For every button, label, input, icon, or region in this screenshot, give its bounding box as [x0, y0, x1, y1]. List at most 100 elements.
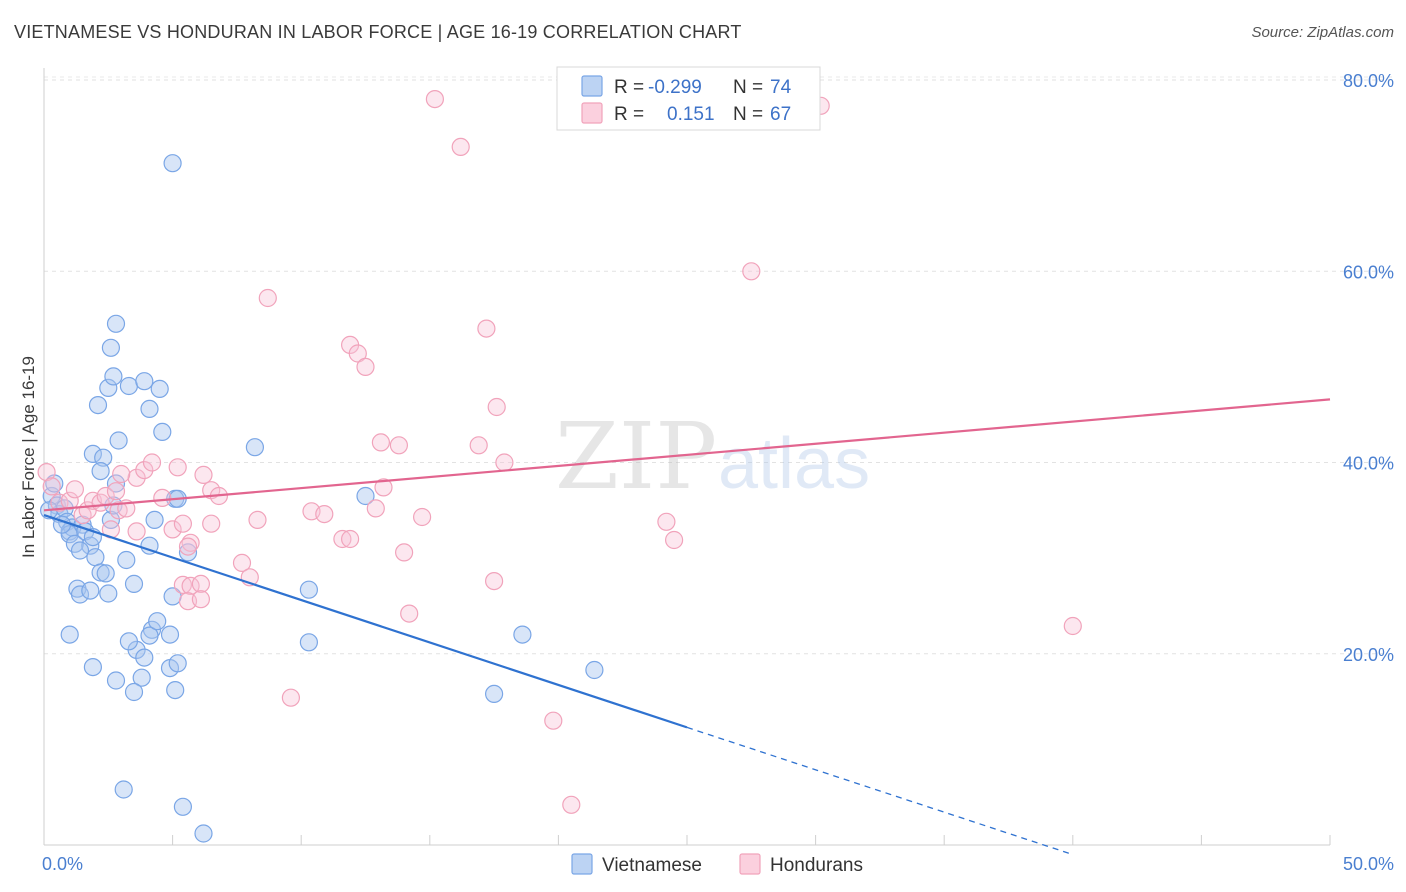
point-hondurans-21: [173, 514, 192, 533]
point-vietnamese-22: [70, 585, 90, 604]
point-vietnamese-63: [83, 444, 103, 463]
point-vietnamese-72: [485, 684, 504, 704]
point-hondurans-40: [333, 529, 352, 549]
point-hondurans-41: [341, 529, 360, 549]
point-hondurans-23: [178, 537, 198, 556]
point-vietnamese-25: [83, 657, 103, 677]
point-vietnamese-29: [117, 550, 136, 570]
point-hondurans-52: [425, 89, 444, 109]
legend-r-label-1: R =: [614, 77, 644, 98]
point-vietnamese-70: [299, 580, 318, 599]
trend-lines: [43, 398, 1331, 856]
point-vietnamese-37: [140, 626, 159, 645]
point-vietnamese-32: [132, 668, 151, 687]
legend-n-label-2: N =: [733, 104, 763, 125]
point-hondurans-39: [315, 504, 334, 524]
point-vietnamese-18: [91, 563, 110, 582]
bottom-legend-swatch-vietnamese: [571, 853, 593, 875]
point-hondurans-43: [348, 344, 367, 363]
point-hondurans-17: [112, 464, 131, 484]
point-hondurans-65: [1063, 616, 1082, 636]
point-hondurans-10: [106, 482, 126, 501]
point-hondurans-54: [469, 436, 488, 455]
point-vietnamese-58: [150, 379, 169, 398]
point-hondurans-26: [191, 574, 210, 594]
point-hondurans-36: [258, 288, 277, 308]
point-vietnamese-16: [86, 548, 105, 567]
point-hondurans-35: [248, 510, 267, 530]
point-hondurans-47: [374, 478, 393, 497]
point-hondurans-59: [544, 711, 563, 730]
point-hondurans-33: [232, 553, 252, 573]
point-hondurans-50: [400, 604, 419, 623]
point-hondurans-51: [413, 507, 432, 527]
point-hondurans-44: [356, 357, 375, 376]
point-vietnamese-65: [91, 462, 110, 481]
point-vietnamese-38: [148, 612, 167, 631]
point-vietnamese-62: [88, 396, 108, 415]
point-vietnamese-66: [109, 431, 128, 450]
source-label: Source: ZipAtlas.com: [1251, 24, 1394, 41]
point-hondurans-4: [65, 480, 85, 499]
point-hondurans-24: [173, 575, 192, 595]
legend-series: Vietnamese Hondurans: [571, 853, 863, 876]
point-hondurans-46: [371, 433, 390, 452]
point-vietnamese-69: [356, 486, 375, 506]
y-tick-label-80: 80.0%: [1343, 71, 1394, 91]
point-vietnamese-57: [135, 372, 154, 391]
point-vietnamese-67: [245, 438, 264, 457]
point-hondurans-15: [142, 453, 162, 472]
point-vietnamese-60: [101, 338, 121, 357]
legend-swatch-hondurans: [581, 102, 603, 124]
trend-line-vietnamese: [43, 514, 688, 729]
point-hondurans-0: [37, 463, 56, 482]
point-hondurans-20: [163, 520, 182, 539]
point-vietnamese-23: [81, 581, 100, 600]
point-hondurans-63: [742, 262, 761, 281]
point-vietnamese-30: [124, 574, 144, 594]
point-vietnamese-28: [106, 474, 126, 493]
series-vietnamese-points: [39, 154, 604, 843]
legend-r-value-1: -0.299: [648, 77, 702, 98]
point-hondurans-45: [366, 499, 385, 518]
series-hondurans-points: [37, 89, 1082, 814]
point-vietnamese-53: [140, 399, 159, 418]
legend-r-label-2: R =: [614, 104, 644, 125]
point-hondurans-37: [281, 688, 300, 707]
point-vietnamese-68: [163, 154, 182, 173]
point-vietnamese-20: [99, 584, 118, 603]
point-vietnamese-43: [106, 671, 126, 690]
point-vietnamese-45: [173, 797, 192, 816]
point-hondurans-49: [395, 543, 414, 562]
legend-n-value-1: 74: [770, 77, 792, 98]
x-axis-ticks: [43, 835, 1331, 845]
point-hondurans-32: [194, 465, 213, 484]
point-hondurans-61: [657, 512, 676, 531]
chart-title: VIETNAMESE VS HONDURAN IN LABOR FORCE | …: [14, 22, 742, 42]
point-hondurans-19: [127, 522, 146, 541]
bottom-legend-vietnamese: Vietnamese: [602, 855, 702, 876]
point-vietnamese-15: [70, 541, 90, 560]
point-hondurans-29: [202, 514, 221, 533]
y-tick-label-40: 40.0%: [1343, 454, 1394, 474]
trend-line-hondurans: [43, 398, 1331, 512]
point-hondurans-1: [42, 477, 61, 496]
point-vietnamese-61: [106, 314, 126, 333]
point-vietnamese-39: [160, 625, 180, 644]
watermark-zip: ZIP: [555, 403, 717, 510]
point-vietnamese-71: [299, 633, 318, 652]
point-vietnamese-26: [101, 510, 121, 530]
legend-n-label-1: N =: [733, 77, 763, 98]
y-tick-label-60: 60.0%: [1343, 262, 1394, 282]
point-vietnamese-19: [96, 564, 115, 583]
legend-stats: R = -0.299 N = 74 R = 0.151 N = 67: [556, 66, 821, 131]
point-hondurans-62: [664, 530, 684, 550]
legend-n-value-2: 67: [770, 104, 791, 125]
point-vietnamese-44: [114, 780, 133, 799]
point-hondurans-3: [60, 491, 79, 510]
y-axis-label: In Labor Force | Age 16-19: [19, 356, 38, 558]
point-vietnamese-56: [119, 376, 138, 396]
watermark: ZIP atlas: [555, 403, 870, 510]
bottom-legend-swatch-hondurans: [739, 853, 761, 875]
